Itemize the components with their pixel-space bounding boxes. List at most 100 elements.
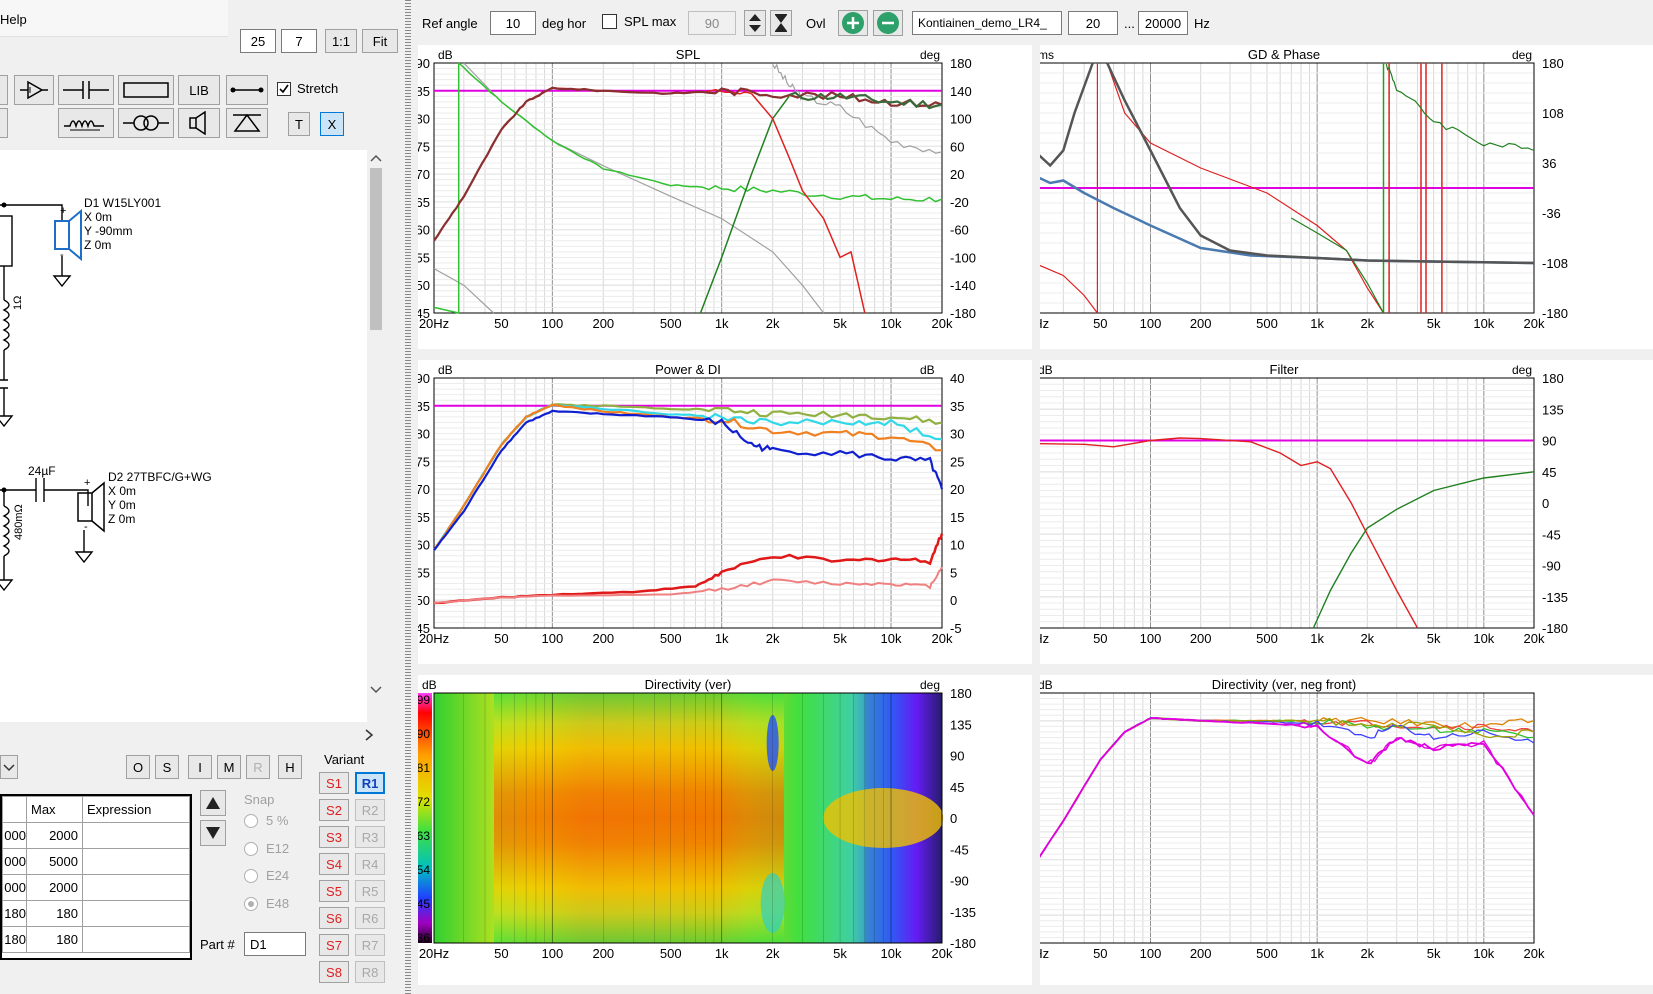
table-row[interactable]: 180 180 — [2, 926, 190, 953]
add-overlay-button[interactable] — [838, 10, 868, 36]
cell-left[interactable]: 000 — [2, 848, 27, 875]
inductor-button[interactable] — [58, 108, 114, 138]
ground-button[interactable] — [226, 108, 268, 138]
table-row[interactable]: 000 2000 — [2, 874, 190, 901]
transformer-button[interactable] — [118, 108, 174, 138]
spl-chart[interactable]: 20Hz 50 100 200 500 1k 2k 5k 10k 20k 90 85 80 75 70 65 6… — [416, 45, 1032, 349]
snap-radio-e12[interactable] — [244, 842, 258, 856]
cell-max[interactable]: 180 — [26, 926, 83, 953]
move-up-button[interactable] — [200, 790, 226, 816]
variant-s7[interactable]: S7 — [319, 934, 349, 956]
schematic-scrollbar[interactable] — [367, 150, 385, 722]
variant-s3[interactable]: S3 — [319, 826, 349, 848]
y-right-tick-label: -60 — [950, 223, 969, 238]
part-field[interactable]: D1 — [244, 932, 306, 956]
freq-min-field[interactable]: 20 — [1068, 11, 1118, 35]
snap-radio-e48[interactable] — [244, 897, 258, 911]
capacitor-button[interactable] — [58, 75, 114, 105]
zoom-a-field[interactable]: 25 — [240, 29, 276, 53]
cell-max[interactable]: 180 — [26, 900, 83, 927]
scroll-thumb[interactable] — [370, 168, 382, 330]
menu-help[interactable]: Help — [0, 12, 27, 27]
y-right-tick-label: 90 — [1542, 434, 1556, 449]
cell-max[interactable]: 2000 — [26, 822, 83, 849]
palette-partial-button[interactable] — [0, 75, 8, 105]
one-to-one-button[interactable]: 1:1 — [325, 29, 357, 53]
mode-h-button[interactable]: H — [278, 755, 302, 779]
variant-r3[interactable]: R3 — [355, 826, 385, 848]
directivity-neg-front-chart[interactable]: 20Hz501002005001k2k5k10k20k9085807570656… — [1016, 675, 1653, 985]
freq-max-field[interactable]: 20000 — [1138, 11, 1188, 35]
l2-label: 480mΩ — [13, 504, 25, 540]
overlay-file-field[interactable]: Kontiainen_demo_LR4_ — [912, 11, 1062, 35]
palette-partial-button-2[interactable] — [0, 108, 8, 138]
variant-r4[interactable]: R4 — [355, 853, 385, 875]
scroll-up-icon[interactable] — [367, 150, 385, 166]
snap-radio-5pct[interactable] — [244, 814, 258, 828]
zoom-b-field[interactable]: 7 — [281, 29, 317, 53]
x-tick-label: 1k — [1310, 946, 1324, 961]
variant-s6[interactable]: S6 — [319, 907, 349, 929]
variant-r8[interactable]: R8 — [355, 961, 385, 983]
variant-s5[interactable]: S5 — [319, 880, 349, 902]
variant-s2[interactable]: S2 — [319, 799, 349, 821]
color-scale-label: 36 — [418, 931, 430, 945]
mode-r-button[interactable]: R — [246, 755, 270, 779]
spinner-button[interactable] — [744, 10, 766, 36]
variant-r6[interactable]: R6 — [355, 907, 385, 929]
mode-o-button[interactable]: O — [126, 755, 150, 779]
variant-s1[interactable]: S1 — [319, 772, 349, 794]
cell-expr[interactable] — [82, 900, 190, 927]
spl-max-checkbox[interactable] — [602, 14, 617, 29]
hourglass-button[interactable] — [770, 10, 792, 36]
scroll-down-icon[interactable] — [367, 682, 385, 698]
variant-s4[interactable]: S4 — [319, 853, 349, 875]
remove-overlay-button[interactable] — [873, 10, 903, 36]
mode-m-button[interactable]: M — [217, 755, 241, 779]
directivity-ver-chart[interactable]: 99 90 81 72 63 54 45 36 20Hz 50 100 200 500 1k 2k 5k 10k… — [404, 675, 1032, 985]
lib-button[interactable]: LIB — [178, 75, 220, 105]
x-tick-label: 2k — [766, 946, 780, 961]
cell-max[interactable]: 2000 — [26, 874, 83, 901]
table-row[interactable]: 000 2000 — [2, 822, 190, 849]
param-dropdown[interactable] — [0, 755, 18, 779]
resistor-button[interactable] — [118, 75, 174, 105]
phase-red — [1106, 62, 1385, 314]
snap-radio-e24[interactable] — [244, 869, 258, 883]
schematic-canvas[interactable]: + - + - D1 W15LY001 X 0m Y -90mm Z 0m 1Ω… — [0, 150, 367, 722]
cell-max[interactable]: 5000 — [26, 848, 83, 875]
cell-expr[interactable] — [82, 874, 190, 901]
spl-max-field[interactable]: 90 — [688, 11, 736, 35]
x-tick-label: 200 — [1190, 316, 1212, 331]
fit-button[interactable]: Fit — [362, 29, 398, 53]
gd-phase-chart[interactable]: 20Hz501002005001k2k5k10k20k86420-2180108… — [1018, 45, 1653, 349]
cell-left[interactable]: 000 — [2, 874, 27, 901]
speaker-button[interactable] — [178, 108, 220, 138]
variant-r5[interactable]: R5 — [355, 880, 385, 902]
cell-left[interactable]: 180 — [2, 926, 27, 953]
cell-left[interactable]: 000 — [2, 822, 27, 849]
cell-left[interactable]: 180 — [2, 900, 27, 927]
splitter[interactable] — [405, 0, 411, 994]
mode-s-button[interactable]: S — [155, 755, 179, 779]
variant-r1[interactable]: R1 — [355, 772, 385, 794]
x-button[interactable]: X — [320, 112, 344, 136]
wire-button[interactable] — [226, 75, 268, 105]
variant-r7[interactable]: R7 — [355, 934, 385, 956]
ref-angle-field[interactable]: 10 — [490, 11, 536, 35]
table-row[interactable]: 000 5000 — [2, 848, 190, 875]
mode-i-button[interactable]: I — [188, 755, 212, 779]
cell-expr[interactable] — [82, 848, 190, 875]
cell-expr[interactable] — [82, 926, 190, 953]
variant-s8[interactable]: S8 — [319, 961, 349, 983]
table-row[interactable]: 180 180 — [2, 900, 190, 927]
variant-r2[interactable]: R2 — [355, 799, 385, 821]
expand-right-icon[interactable] — [362, 728, 376, 742]
t-button[interactable]: T — [288, 112, 310, 136]
opamp-button[interactable] — [14, 75, 54, 105]
cell-expr[interactable] — [82, 822, 190, 849]
filter-chart[interactable]: 20Hz501002005001k2k5k10k20k1050-5-10-15-… — [1011, 360, 1653, 664]
power-di-chart[interactable]: 20Hz 50 100 200 500 1k 2k 5k 10k 20k 90 85 80 75 70 65 6… — [416, 360, 1032, 664]
stretch-checkbox[interactable] — [277, 82, 291, 96]
move-down-button[interactable] — [200, 820, 226, 846]
